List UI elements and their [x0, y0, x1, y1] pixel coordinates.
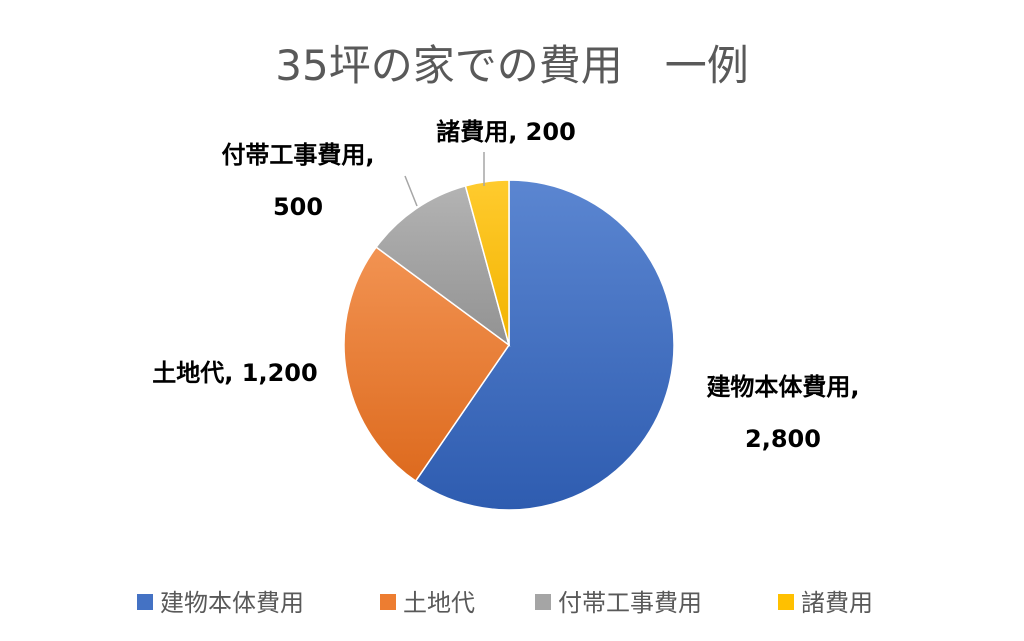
- legend-item-ancillary: 付帯工事費用: [535, 589, 702, 617]
- legend-label-misc: 諸費用: [801, 589, 873, 617]
- data-label-land: 土地代, 1,200: [152, 359, 317, 387]
- pie-slice-misc: [464, 179, 510, 346]
- legend-label-building: 建物本体費用: [160, 589, 304, 617]
- legend-label-ancillary: 付帯工事費用: [558, 589, 702, 617]
- chart-title: 35坪の家での費用 一例: [275, 41, 748, 90]
- legend-swatch-ancillary: [535, 594, 551, 610]
- pie-slice-land: [343, 246, 511, 483]
- data-label-ancillary: 付帯工事費用, 500: [221, 141, 374, 221]
- pie-slices: [343, 179, 675, 511]
- leader-line-ancillary: [404, 175, 418, 207]
- legend: 建物本体費用 土地代 付帯工事費用 諸費用: [137, 589, 873, 617]
- legend-swatch-misc: [778, 594, 794, 610]
- leader-lines: [404, 152, 485, 207]
- data-labels: 建物本体費用, 2,800 土地代, 1,200 付帯工事費用, 500 諸費用, 200: [152, 118, 859, 453]
- legend-swatch-building: [137, 594, 153, 610]
- data-label-misc: 諸費用, 200: [436, 118, 576, 146]
- legend-item-building: 建物本体費用: [137, 589, 304, 617]
- data-label-building: 建物本体費用, 2,800: [706, 373, 859, 453]
- pie-slice-building: [414, 179, 675, 511]
- legend-item-land: 土地代: [380, 589, 475, 617]
- legend-swatch-land: [380, 594, 396, 610]
- legend-item-misc: 諸費用: [778, 589, 873, 617]
- legend-label-land: 土地代: [403, 589, 475, 617]
